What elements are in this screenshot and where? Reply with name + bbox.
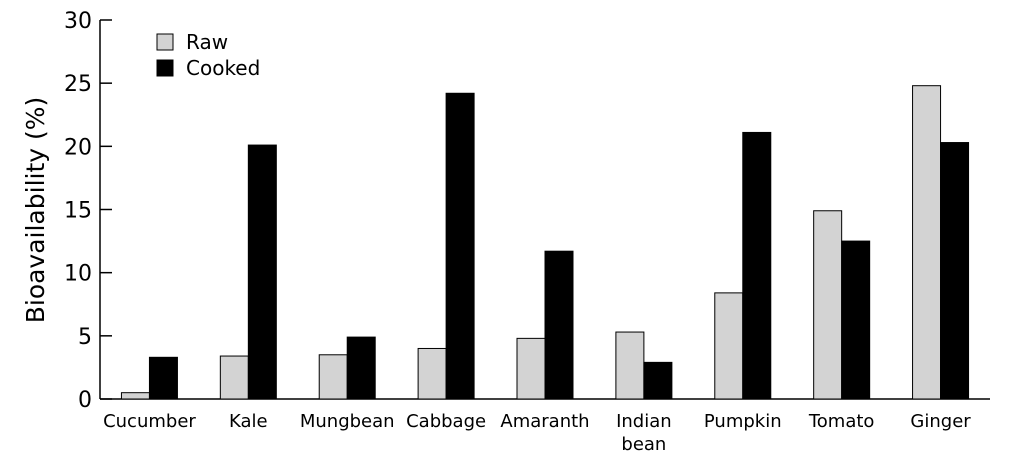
y-tick-label: 30 [64, 9, 92, 34]
x-tick-label-amaranth: Amaranth [500, 411, 589, 432]
x-tick-label-kale: Kale [229, 411, 268, 432]
x-tick-label-cucumber: Cucumber [103, 411, 196, 432]
bars [120, 85, 970, 400]
bar-raw-indian-bean [615, 331, 645, 400]
legend-label-cooked: Cooked [186, 56, 260, 80]
bar-raw-cucumber [120, 392, 150, 400]
legend-label-raw: Raw [186, 30, 228, 54]
y-tick-label: 5 [78, 325, 92, 350]
legend-swatch-raw [156, 33, 174, 51]
bar-cooked-cabbage [445, 92, 475, 400]
legend-swatch-cooked [156, 59, 174, 77]
bar-raw-ginger [912, 85, 942, 400]
y-axis: 0 5 10 15 20 25 30 [64, 9, 112, 413]
y-tick-label: 15 [64, 199, 92, 224]
x-tick-label-tomato: Tomato [808, 411, 875, 432]
bar-cooked-indian-bean [643, 361, 673, 400]
bar-raw-mungbean [318, 354, 348, 400]
bar-raw-kale [219, 355, 249, 400]
x-tick-label-pumpkin: Pumpkin [704, 411, 782, 432]
bar-cooked-ginger [940, 142, 970, 400]
bar-raw-pumpkin [714, 292, 744, 400]
bar-cooked-cucumber [148, 356, 178, 400]
bar-raw-tomato [813, 210, 843, 400]
bar-cooked-tomato [841, 240, 871, 400]
x-tick-label-ginger: Ginger [910, 411, 971, 432]
bar-raw-cabbage [417, 347, 447, 400]
bar-cooked-pumpkin [742, 131, 772, 400]
x-tick-label-indian-bean: Indian [616, 411, 672, 432]
x-tick-label-mungbean: Mungbean [300, 411, 395, 432]
bar-cooked-mungbean [346, 336, 376, 400]
y-tick-label: 20 [64, 135, 92, 160]
bar-cooked-kale [247, 144, 277, 400]
y-tick-label: 0 [78, 388, 92, 413]
y-tick-label: 10 [64, 262, 92, 287]
bar-cooked-amaranth [544, 250, 574, 400]
x-tick-label-cabbage: Cabbage [406, 411, 486, 432]
y-tick-label: 25 [64, 72, 92, 97]
x-tick-label-indian-bean: bean [621, 434, 666, 451]
y-axis-title: Bioavailability (%) [21, 97, 50, 324]
category-labels: Cucumber Kale Mungbean Cabbage Amaranth India… [103, 411, 971, 451]
bar-raw-amaranth [516, 337, 546, 400]
